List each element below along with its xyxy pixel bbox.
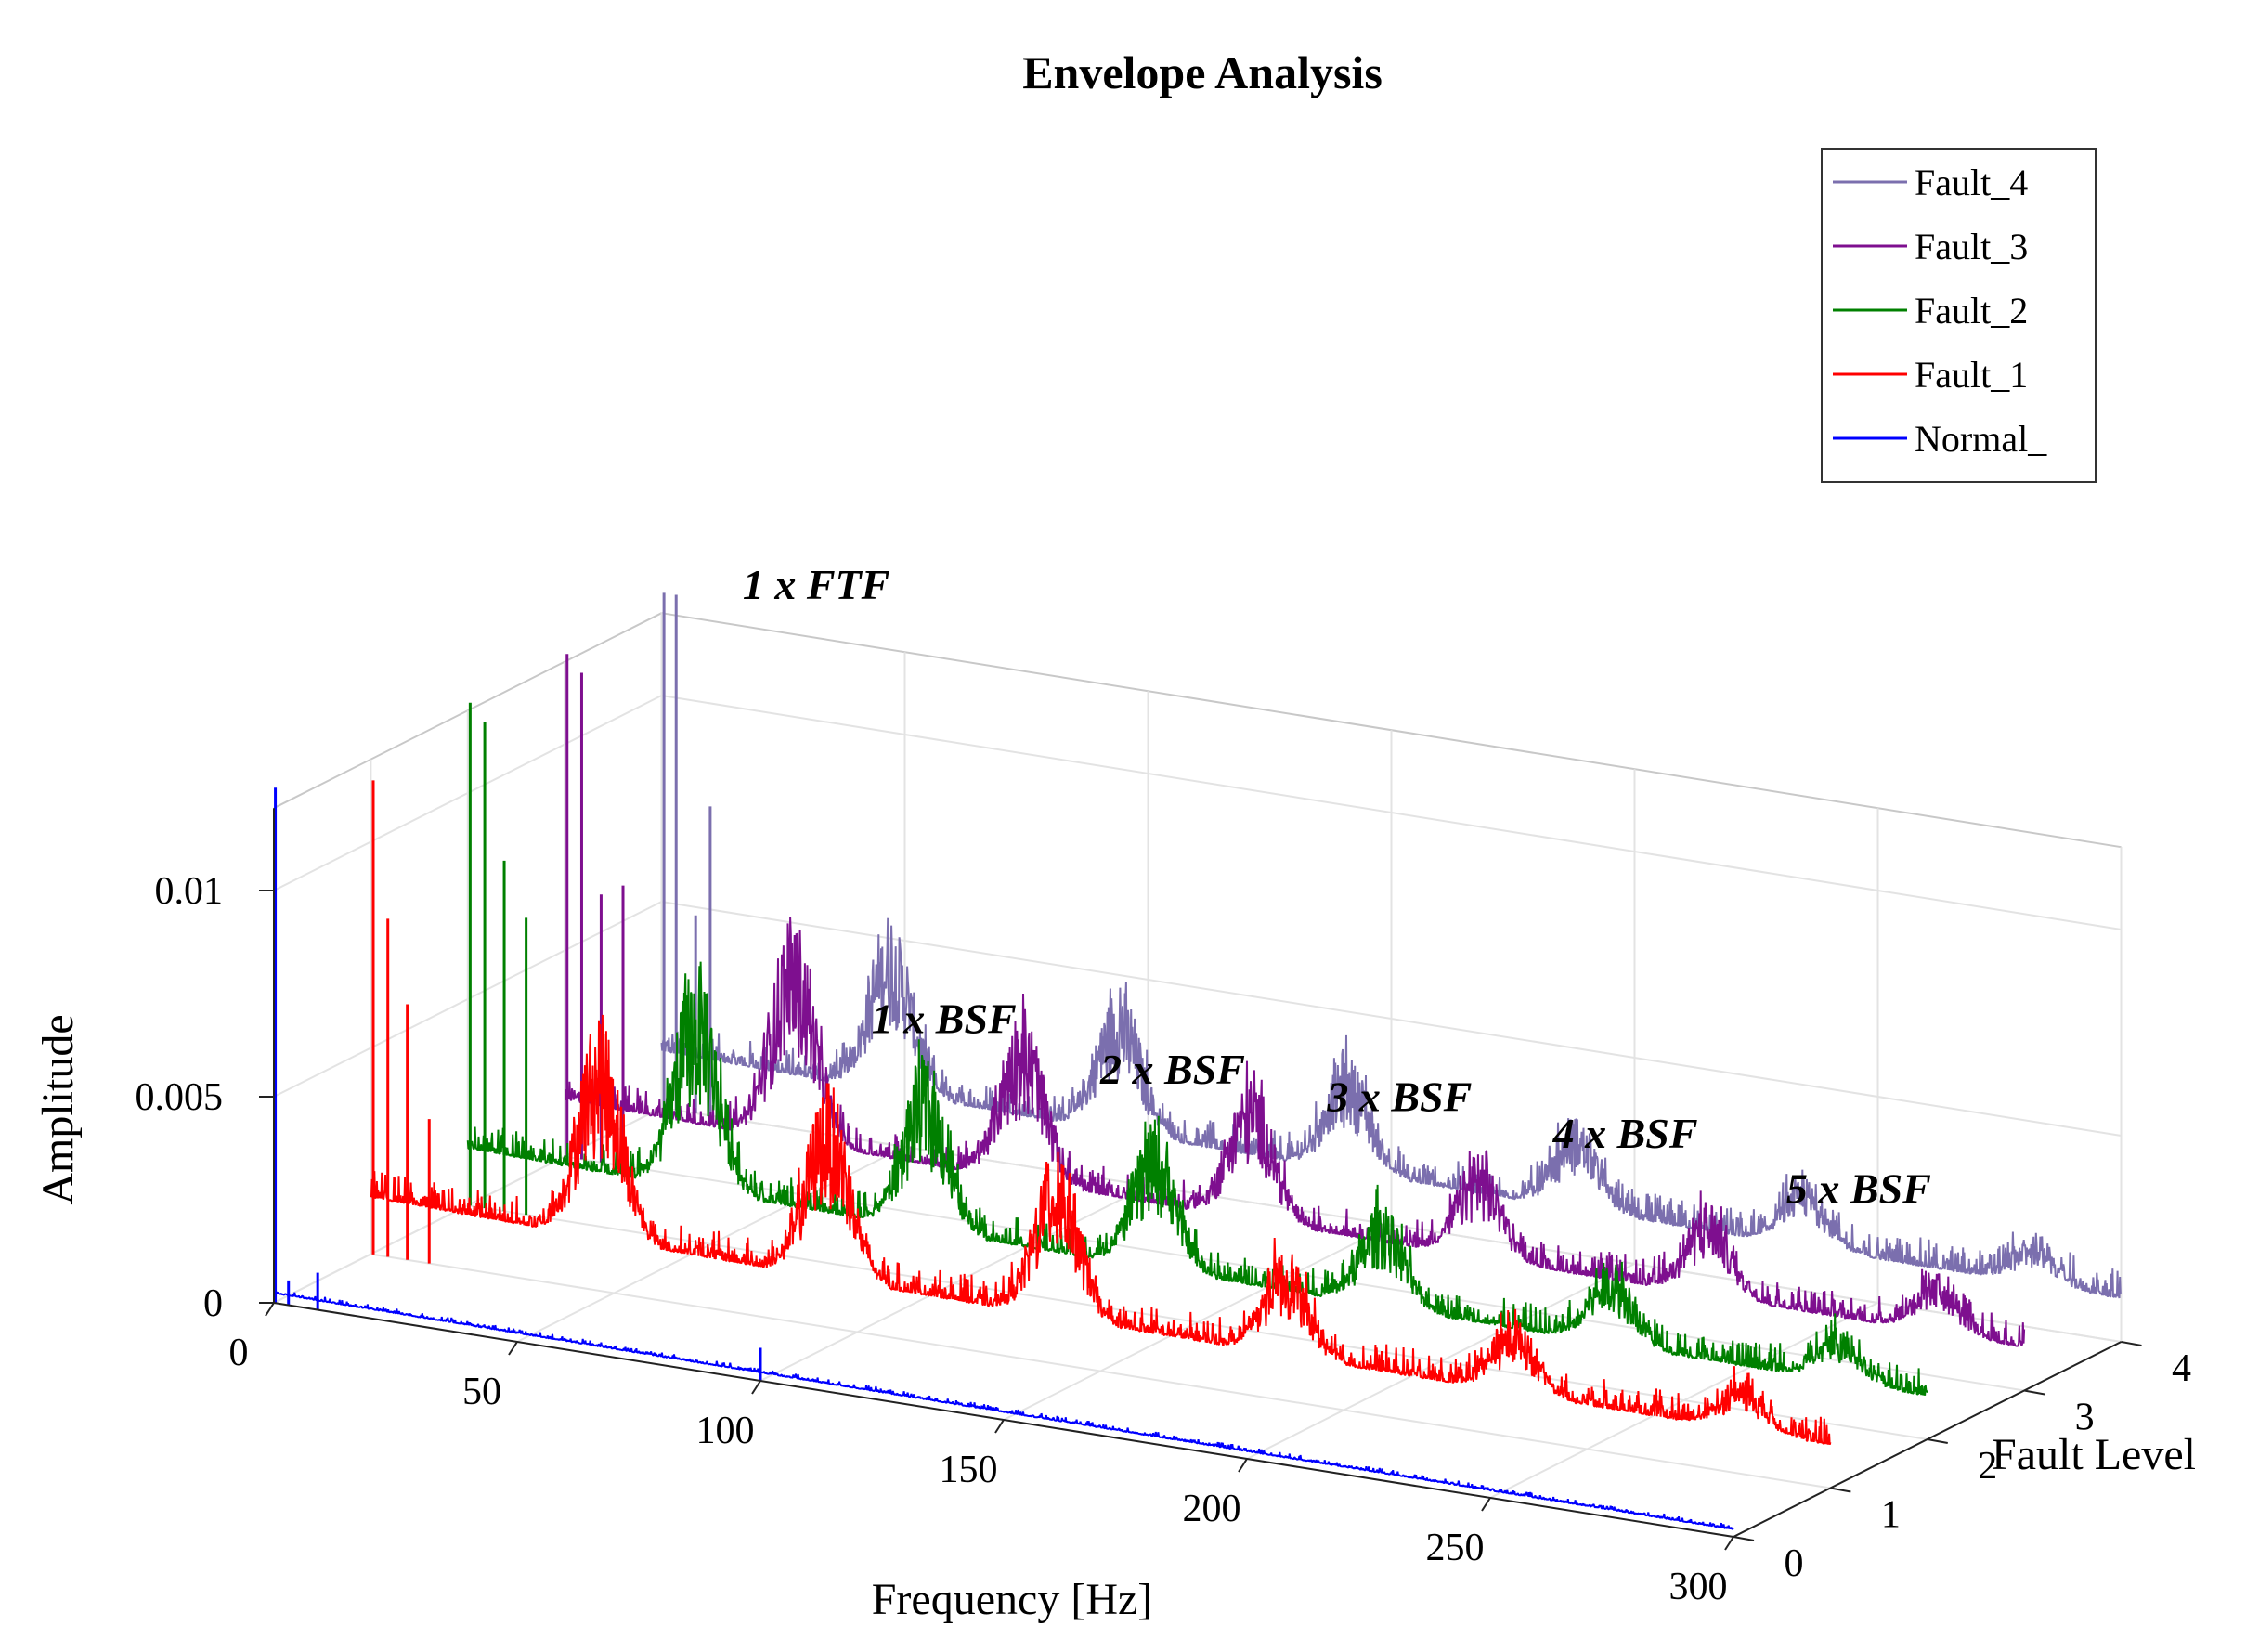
x-tick-mark (265, 1302, 275, 1317)
labels: Envelope Analysis Frequency [Hz] Fault L… (33, 46, 2196, 1624)
x-tick-label: 50 (462, 1371, 501, 1413)
x-tick-label: 150 (940, 1449, 998, 1491)
series-group (273, 592, 2123, 1530)
y-tick-label: 4 (2172, 1347, 2191, 1390)
x-tick-mark (1481, 1497, 1491, 1512)
y-tick-mark (2121, 1341, 2142, 1346)
annotation-label: 1 x FTF (743, 561, 889, 608)
x-tick-label: 0 (229, 1332, 249, 1374)
y-tick-mark (1830, 1487, 1851, 1493)
grid-line-level (370, 1253, 1831, 1489)
x-tick-mark (994, 1419, 1005, 1434)
y-tick-label: 2 (1978, 1445, 1997, 1488)
annotation-label: 3 x BSF (1326, 1073, 1472, 1120)
y-tick-mark (1927, 1438, 1948, 1444)
z-axis-label: Amplitude (33, 1014, 83, 1204)
z-tick-label: 0.005 (136, 1076, 224, 1119)
x-tick-label: 100 (696, 1410, 755, 1452)
y-tick-label: 1 (1881, 1494, 1901, 1537)
legend-label: Fault_1 (1915, 354, 2028, 396)
series-line-fault-1 (370, 1014, 1832, 1446)
annotation-label: 1 x BSF (872, 995, 1017, 1042)
x-tick-mark (1238, 1458, 1248, 1473)
grid-line-amp-wall (661, 695, 2122, 930)
series-line-normal (273, 1290, 1734, 1530)
grid-line-level (467, 1204, 1928, 1440)
y-tick-label: 0 (1785, 1542, 1804, 1585)
legend-label: Fault_2 (1915, 290, 2028, 332)
series-line-fault-4 (660, 917, 2123, 1299)
axes-box (273, 612, 2123, 1342)
grid-line-amp-wall (661, 901, 2122, 1137)
y-tick-label: 3 (2075, 1397, 2095, 1439)
x-tick-label: 300 (1669, 1566, 1728, 1608)
y-axis-label: Fault Level (1992, 1430, 2196, 1479)
legend-label: Fault_4 (1915, 162, 2028, 203)
legend-label: Fault_3 (1915, 226, 2028, 267)
chart-title: Envelope Analysis (1022, 46, 1383, 98)
x-tick-label: 250 (1426, 1527, 1485, 1569)
series-line-fault-3 (564, 917, 2026, 1347)
legend-label: Normal_ (1915, 418, 2047, 460)
grid-line-amp (273, 695, 662, 891)
x-axis-label: Frequency [Hz] (872, 1575, 1153, 1624)
z-tick-label: 0.01 (155, 870, 224, 913)
axes (259, 808, 2142, 1551)
annotation-label: 5 x BSF (1786, 1164, 1931, 1212)
x-tick-label: 200 (1183, 1488, 1241, 1530)
y-tick-mark (2023, 1389, 2045, 1396)
x-tick-mark (508, 1341, 518, 1356)
grid-line-amp (273, 901, 662, 1098)
annotation-label: 4 x BSF (1552, 1110, 1698, 1157)
x-tick-mark (751, 1380, 761, 1395)
x-tick-mark (1724, 1536, 1734, 1551)
legend-box (1821, 148, 2097, 483)
z-tick-label: 0 (203, 1282, 223, 1325)
series-line-fault-2 (466, 961, 1928, 1396)
y-tick-mark (1733, 1536, 1755, 1541)
legend: Fault_4 Fault_3 Fault_2 Fault_1 Normal_ (1821, 148, 2097, 483)
annotation-label: 2 x BSF (1099, 1046, 1245, 1093)
